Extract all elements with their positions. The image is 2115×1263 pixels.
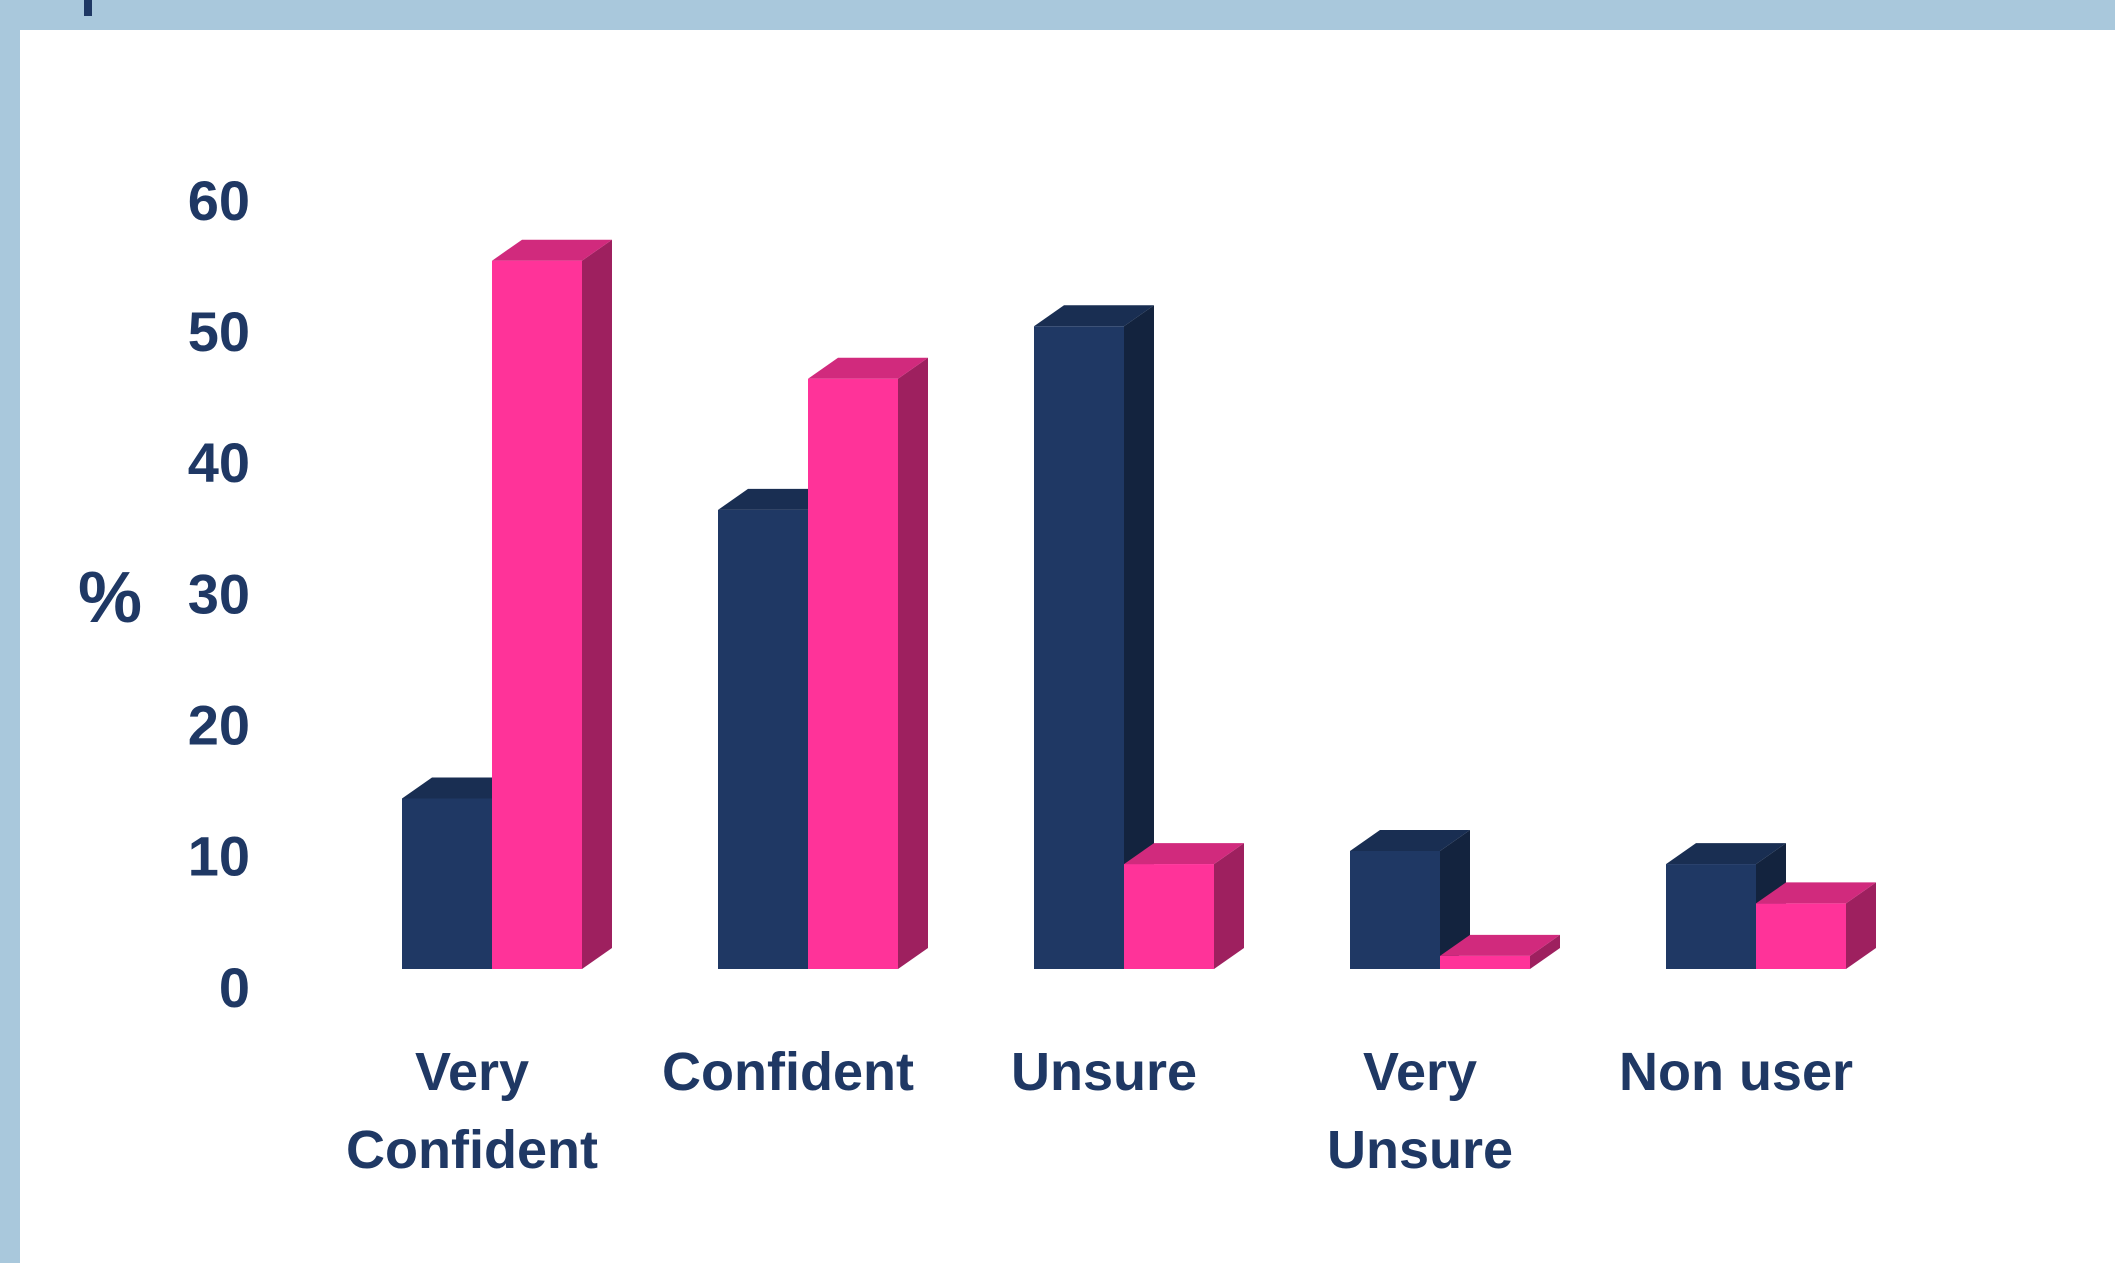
bar-top [1440,934,1560,956]
bar [718,509,808,969]
y-tick-label: 30 [188,562,250,625]
bar-side [582,239,612,969]
bar [492,260,582,969]
y-tick-label: 50 [188,300,250,363]
y-tick-label: 0 [219,956,250,1019]
bar-top [1756,882,1876,904]
bar [1034,326,1124,969]
bar-side [1846,882,1876,969]
x-tick-label: Very Unsure [1326,1042,1514,1180]
x-tick-label: Unsure [1010,1042,1198,1102]
bar [1350,850,1440,969]
bar-top [1124,843,1244,865]
y-tick-label: 10 [188,825,250,888]
y-tick-label: 60 [188,169,250,232]
bar [1756,903,1846,969]
bar-side [1124,305,1154,969]
bar [402,798,492,969]
x-tick-label: Very Confident [346,1042,598,1180]
x-tick-label: Non user [1618,1042,1854,1102]
bar [1440,955,1530,969]
x-tick-label: Confident [662,1042,914,1102]
bar-top [1350,829,1470,851]
y-tick-label: 40 [188,431,250,494]
bar-side [1530,934,1560,969]
bar-side [1440,829,1470,969]
bar-side [1214,843,1244,969]
bar [808,378,898,969]
bar [1124,864,1214,969]
corner-mark [84,0,92,16]
y-tick-label: 20 [188,693,250,756]
bar-top [808,357,928,379]
bar [1666,864,1756,969]
bar-top [1666,843,1786,865]
bar-side [898,357,928,969]
y-axis-label: % [78,558,142,638]
bar-top [492,239,612,261]
bar-top [1034,305,1154,327]
